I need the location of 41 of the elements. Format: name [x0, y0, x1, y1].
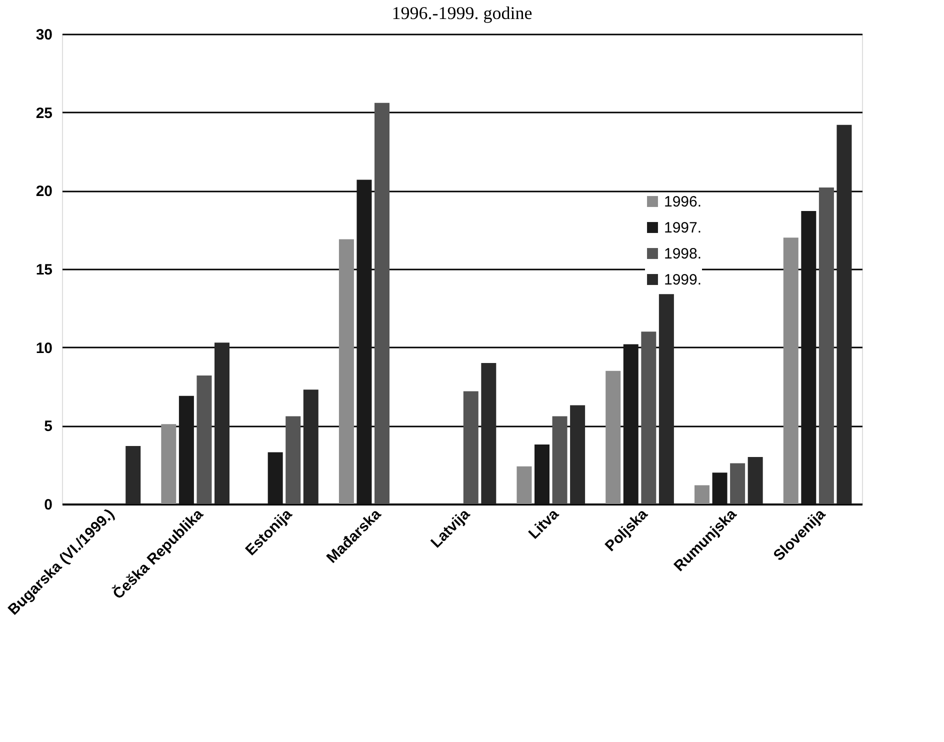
bar — [356, 180, 372, 504]
legend-label: 1996. — [664, 194, 702, 210]
bar — [268, 452, 283, 504]
bar — [836, 124, 852, 504]
y-tick-label: 0 — [44, 496, 52, 514]
bar — [712, 472, 728, 504]
bar — [286, 416, 301, 504]
bar — [570, 405, 586, 504]
bar — [623, 344, 638, 504]
legend-label: 1999. — [664, 272, 702, 288]
bar — [481, 363, 496, 504]
y-tick-label: 25 — [36, 104, 52, 122]
bar — [730, 463, 746, 504]
y-tick-label: 15 — [36, 262, 52, 278]
bar — [783, 238, 798, 504]
y-tick-label: 30 — [36, 26, 52, 44]
bar — [214, 342, 230, 504]
bar — [552, 416, 568, 504]
bar — [374, 102, 390, 504]
bar — [534, 444, 550, 504]
bar — [161, 424, 176, 504]
y-tick-label: 20 — [36, 183, 52, 200]
legend-label: 1997. — [664, 220, 702, 236]
bar — [641, 332, 656, 504]
bar — [818, 188, 834, 504]
bar — [516, 466, 532, 504]
y-tick-label: 10 — [36, 340, 52, 357]
legend-label: 1998. — [664, 246, 702, 262]
bar — [606, 370, 621, 504]
bar — [694, 485, 710, 504]
bar — [303, 390, 318, 504]
chart-title: 1996.-1999. godine — [392, 3, 532, 23]
bar — [658, 294, 674, 504]
bar — [801, 211, 816, 504]
bar — [196, 376, 212, 504]
bar — [463, 391, 478, 504]
bar — [748, 457, 763, 504]
bar — [126, 446, 141, 504]
y-tick-label: 5 — [44, 418, 52, 436]
bar — [178, 396, 194, 504]
bar — [338, 239, 354, 504]
